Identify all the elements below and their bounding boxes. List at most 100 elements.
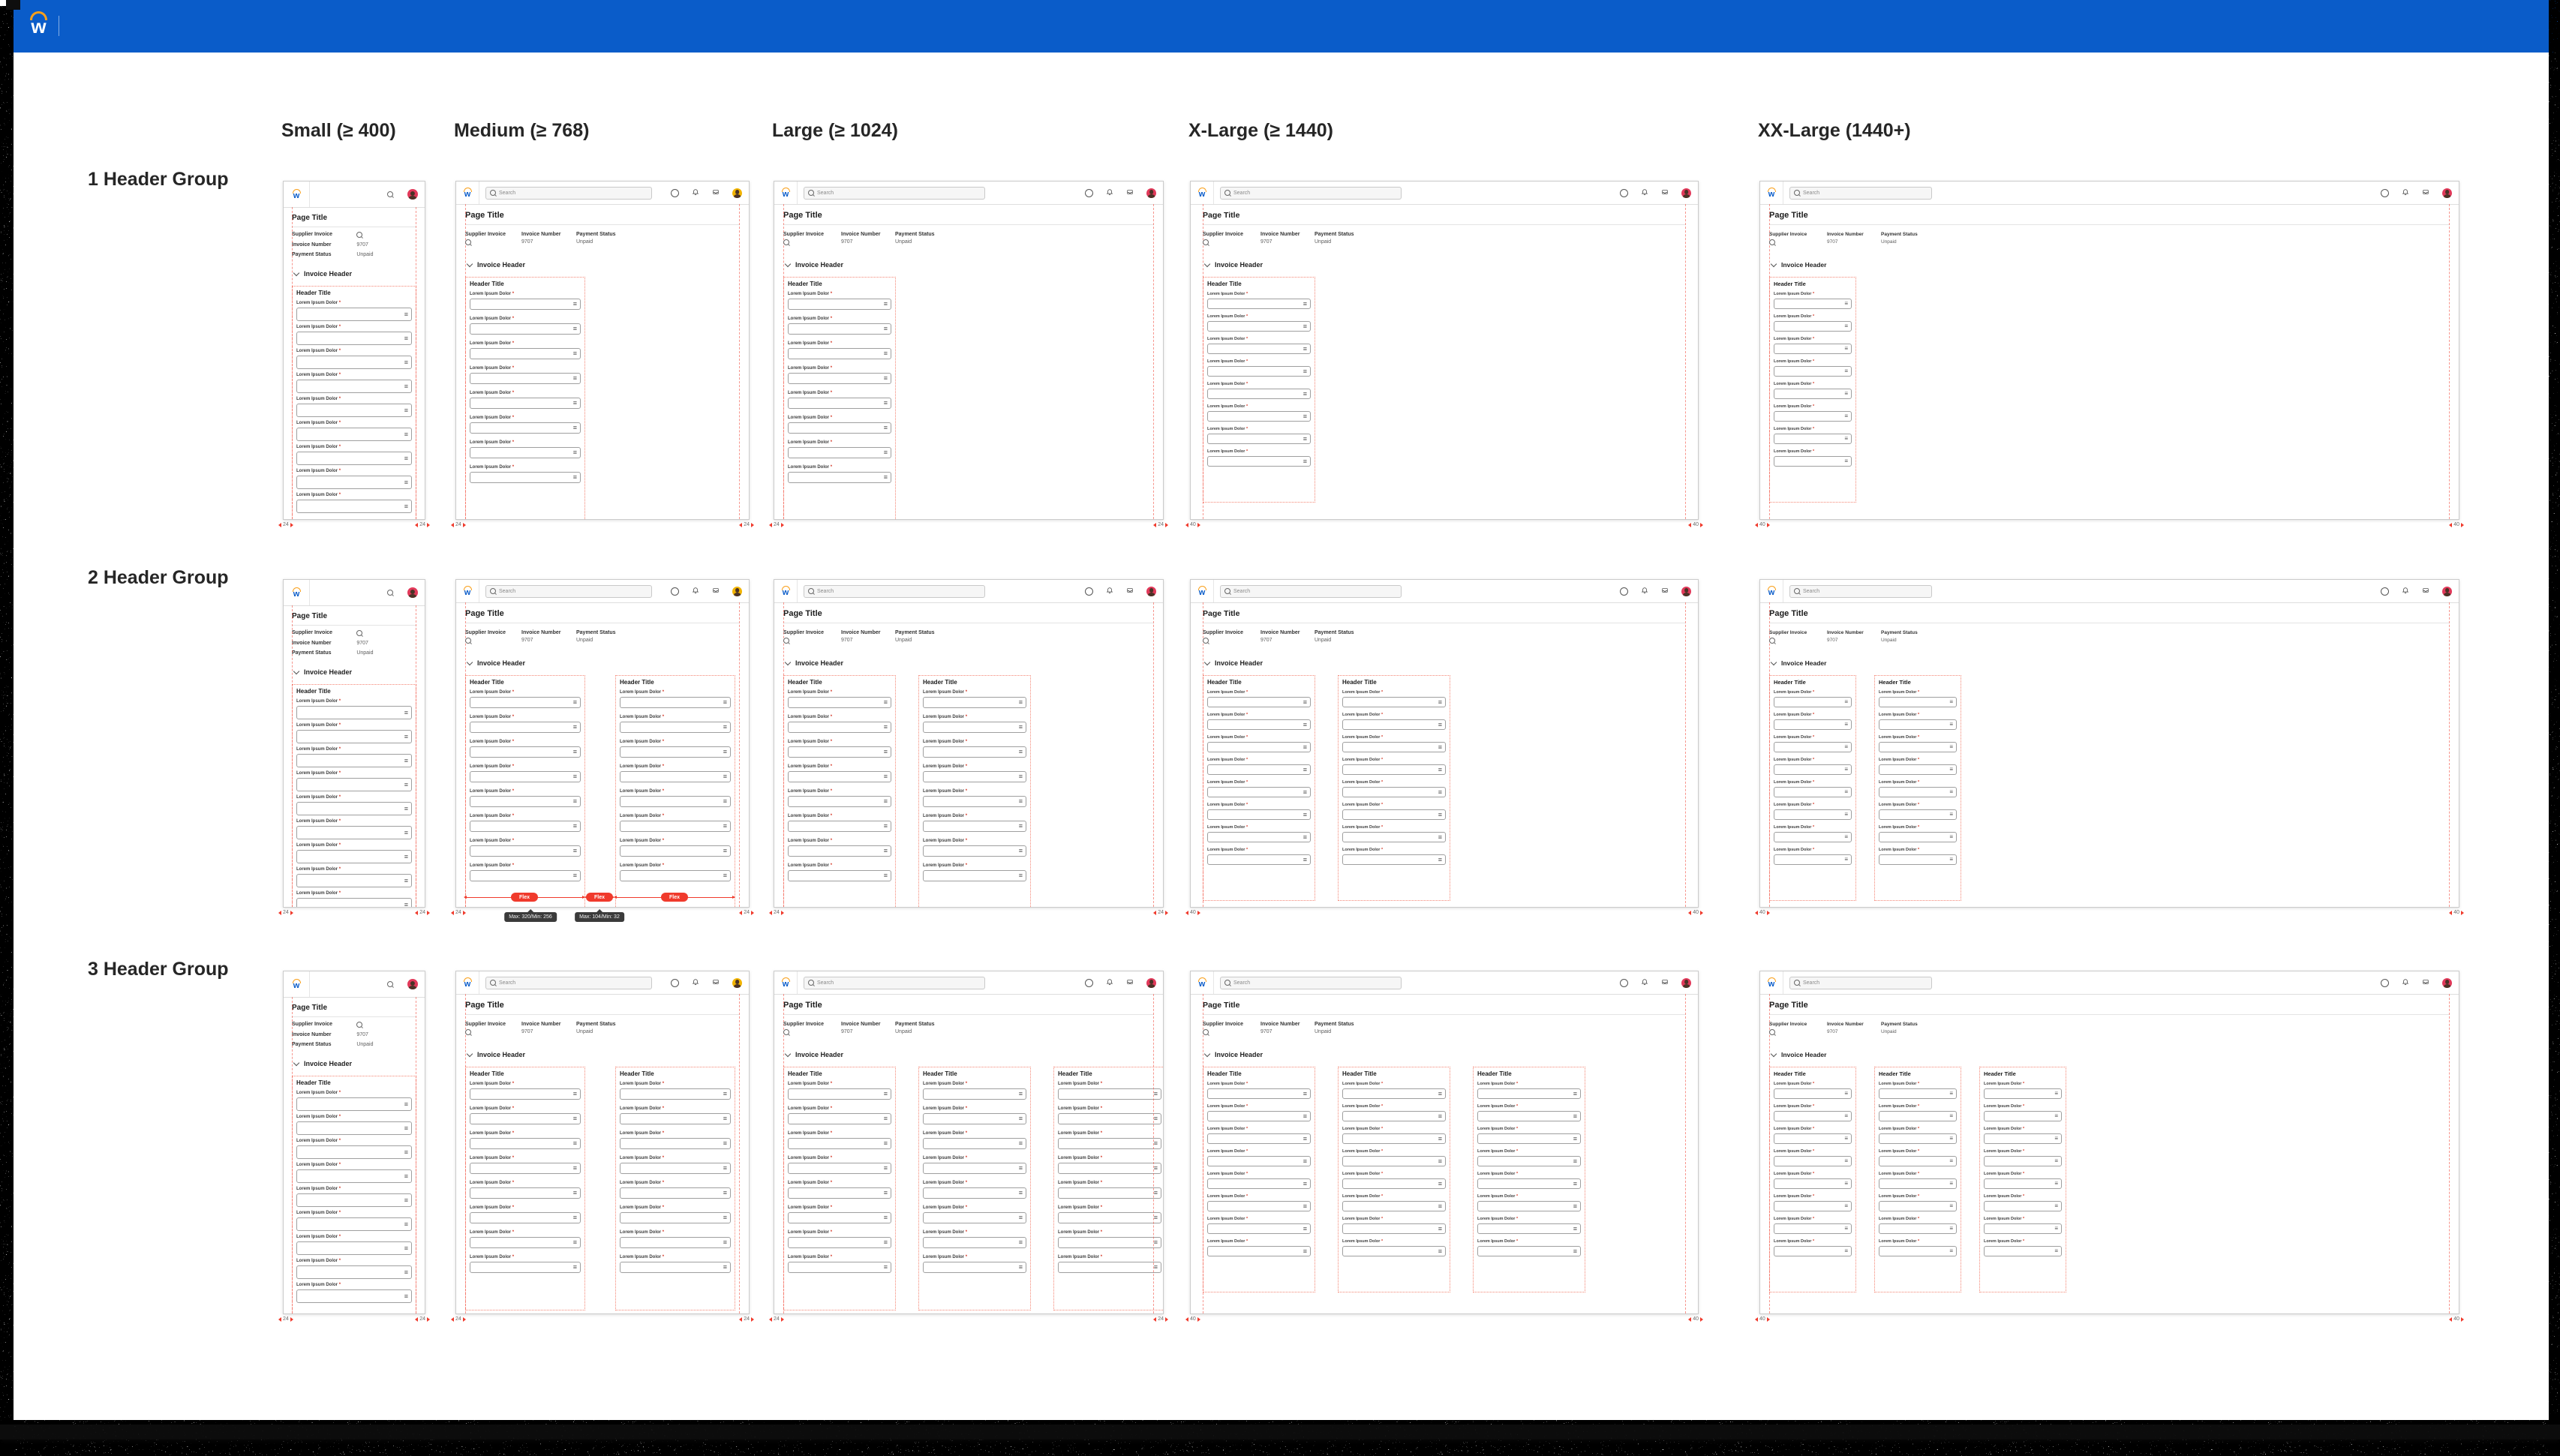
text-input[interactable]: ≡ xyxy=(1058,1138,1161,1149)
text-input[interactable]: ≡ xyxy=(296,730,412,743)
inbox-icon[interactable] xyxy=(2422,186,2429,200)
text-input[interactable]: ≡ xyxy=(296,826,412,839)
text-input[interactable]: ≡ xyxy=(1879,742,1957,752)
text-input[interactable]: ≡ xyxy=(1207,434,1311,444)
text-input[interactable]: ≡ xyxy=(1774,832,1852,842)
text-input[interactable]: ≡ xyxy=(923,771,1026,782)
search-icon[interactable] xyxy=(1769,239,1775,245)
text-input[interactable]: ≡ xyxy=(620,1088,731,1100)
text-input[interactable]: ≡ xyxy=(1477,1133,1581,1144)
inbox-icon[interactable] xyxy=(712,186,720,200)
avatar[interactable] xyxy=(407,979,418,989)
text-input[interactable]: ≡ xyxy=(1342,764,1446,775)
text-input[interactable]: ≡ xyxy=(296,452,412,465)
notifications-icon[interactable] xyxy=(1106,584,1113,598)
text-input[interactable]: ≡ xyxy=(470,373,581,384)
inbox-icon[interactable] xyxy=(712,976,720,989)
text-input[interactable]: ≡ xyxy=(296,1217,412,1231)
text-input[interactable]: ≡ xyxy=(620,845,731,857)
text-input[interactable]: ≡ xyxy=(1774,719,1852,730)
avatar[interactable] xyxy=(2442,188,2452,198)
text-input[interactable]: ≡ xyxy=(788,447,891,458)
text-input[interactable]: ≡ xyxy=(296,500,412,513)
search-input[interactable]: Search xyxy=(1220,584,1402,598)
invoice-header-section-toggle[interactable]: Invoice Header xyxy=(293,668,416,676)
text-input[interactable]: ≡ xyxy=(470,771,581,782)
text-input[interactable]: ≡ xyxy=(788,348,891,359)
notifications-icon[interactable] xyxy=(1106,976,1113,989)
search-icon[interactable] xyxy=(356,1022,363,1028)
text-input[interactable]: ≡ xyxy=(620,870,731,881)
text-input[interactable]: ≡ xyxy=(788,1187,891,1199)
search-input[interactable]: Search xyxy=(485,976,652,989)
text-input[interactable]: ≡ xyxy=(296,1097,412,1111)
text-input[interactable]: ≡ xyxy=(1984,1088,2062,1099)
text-input[interactable]: ≡ xyxy=(1477,1111,1581,1121)
text-input[interactable]: ≡ xyxy=(620,796,731,807)
text-input[interactable]: ≡ xyxy=(1477,1156,1581,1166)
text-input[interactable]: ≡ xyxy=(620,1187,731,1199)
text-input[interactable]: ≡ xyxy=(296,898,412,907)
search-input[interactable]: Search xyxy=(804,584,985,598)
search-icon[interactable] xyxy=(387,981,393,987)
text-input[interactable]: ≡ xyxy=(1984,1133,2062,1144)
invoice-header-section-toggle[interactable]: Invoice Header xyxy=(466,1050,740,1058)
search-icon[interactable] xyxy=(783,239,789,245)
text-input[interactable]: ≡ xyxy=(470,1212,581,1223)
text-input[interactable]: ≡ xyxy=(923,1138,1026,1149)
text-input[interactable]: ≡ xyxy=(923,1212,1026,1223)
text-input[interactable]: ≡ xyxy=(470,472,581,483)
invoice-header-section-toggle[interactable]: Invoice Header xyxy=(784,260,1154,269)
text-input[interactable]: ≡ xyxy=(470,746,581,758)
text-input[interactable]: ≡ xyxy=(620,1212,731,1223)
text-input[interactable]: ≡ xyxy=(923,1163,1026,1174)
text-input[interactable]: ≡ xyxy=(788,845,891,857)
text-input[interactable]: ≡ xyxy=(1477,1223,1581,1234)
invoice-header-section-toggle[interactable]: Invoice Header xyxy=(293,1059,416,1067)
text-input[interactable]: ≡ xyxy=(1207,389,1311,399)
notifications-icon[interactable] xyxy=(1641,186,1648,200)
text-input[interactable]: ≡ xyxy=(1058,1237,1161,1248)
workday-logo[interactable]: w xyxy=(781,188,790,198)
search-icon[interactable] xyxy=(1769,638,1775,644)
text-input[interactable]: ≡ xyxy=(296,778,412,791)
text-input[interactable]: ≡ xyxy=(1342,742,1446,752)
inbox-icon[interactable] xyxy=(2422,584,2429,598)
text-input[interactable]: ≡ xyxy=(1207,1088,1311,1099)
text-input[interactable]: ≡ xyxy=(788,1163,891,1174)
text-input[interactable]: ≡ xyxy=(788,1138,891,1149)
text-input[interactable]: ≡ xyxy=(1774,321,1852,332)
invoice-header-section-toggle[interactable]: Invoice Header xyxy=(1770,260,2450,269)
text-input[interactable]: ≡ xyxy=(1207,411,1311,422)
text-input[interactable]: ≡ xyxy=(1207,832,1311,842)
text-input[interactable]: ≡ xyxy=(1342,787,1446,797)
text-input[interactable]: ≡ xyxy=(788,697,891,708)
text-input[interactable]: ≡ xyxy=(296,1121,412,1135)
text-input[interactable]: ≡ xyxy=(1774,742,1852,752)
text-input[interactable]: ≡ xyxy=(1207,344,1311,354)
text-input[interactable]: ≡ xyxy=(620,1138,731,1149)
text-input[interactable]: ≡ xyxy=(788,821,891,832)
text-input[interactable]: ≡ xyxy=(1207,1133,1311,1144)
search-input[interactable]: Search xyxy=(804,976,985,989)
search-icon[interactable] xyxy=(783,638,789,644)
text-input[interactable]: ≡ xyxy=(788,1262,891,1273)
text-input[interactable]: ≡ xyxy=(470,348,581,359)
chat-icon[interactable] xyxy=(671,978,679,987)
text-input[interactable]: ≡ xyxy=(1207,456,1311,467)
avatar[interactable] xyxy=(732,586,742,596)
search-icon[interactable] xyxy=(1203,638,1209,644)
text-input[interactable]: ≡ xyxy=(1879,787,1957,797)
text-input[interactable]: ≡ xyxy=(1207,854,1311,865)
text-input[interactable]: ≡ xyxy=(296,380,412,393)
workday-logo[interactable]: w xyxy=(1197,977,1206,988)
text-input[interactable]: ≡ xyxy=(470,722,581,733)
text-input[interactable]: ≡ xyxy=(923,796,1026,807)
invoice-header-section-toggle[interactable]: Invoice Header xyxy=(1770,659,2450,667)
workday-logo[interactable]: w xyxy=(1767,188,1776,198)
search-icon[interactable] xyxy=(465,239,471,245)
avatar[interactable] xyxy=(1146,586,1156,596)
chat-icon[interactable] xyxy=(671,587,679,596)
workday-logo[interactable]: w xyxy=(292,189,301,200)
workday-logo[interactable]: w xyxy=(292,979,301,989)
